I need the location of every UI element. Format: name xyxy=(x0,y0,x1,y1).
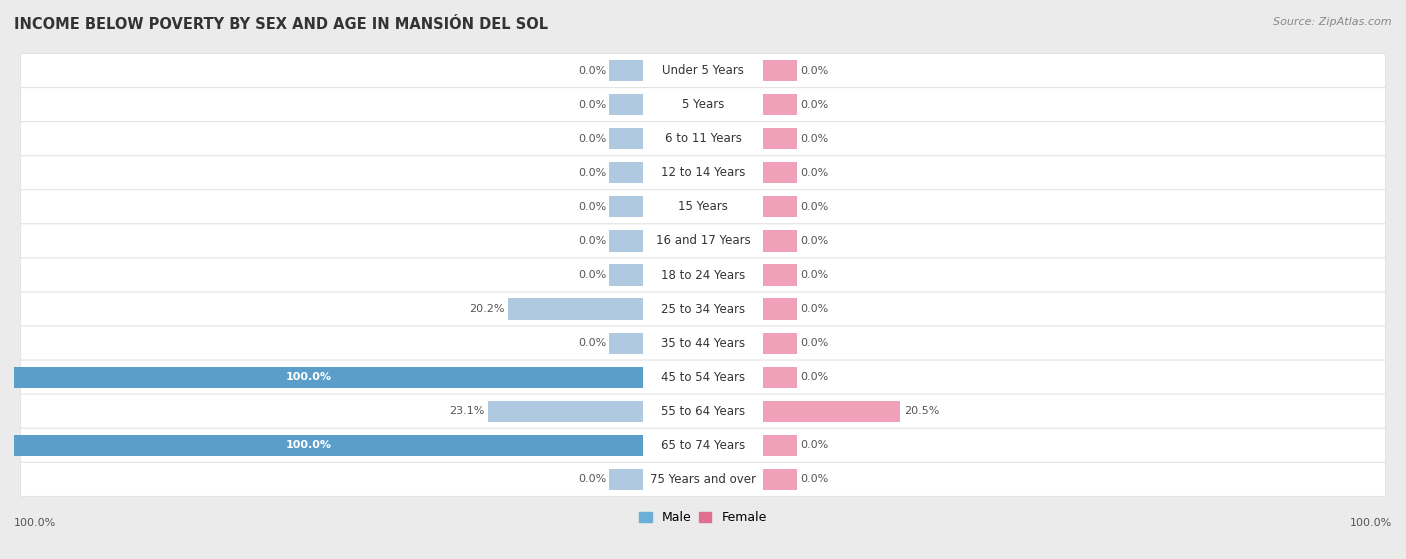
FancyBboxPatch shape xyxy=(21,156,1385,190)
Text: 0.0%: 0.0% xyxy=(800,338,828,348)
FancyBboxPatch shape xyxy=(21,258,1385,292)
Bar xyxy=(609,162,643,183)
FancyBboxPatch shape xyxy=(21,394,1385,428)
Bar xyxy=(609,230,643,252)
Text: 0.0%: 0.0% xyxy=(578,270,606,280)
FancyBboxPatch shape xyxy=(21,224,1385,258)
Text: INCOME BELOW POVERTY BY SEX AND AGE IN MANSIÓN DEL SOL: INCOME BELOW POVERTY BY SEX AND AGE IN M… xyxy=(14,17,548,32)
Text: Under 5 Years: Under 5 Years xyxy=(662,64,744,77)
Bar xyxy=(763,299,797,320)
Bar xyxy=(763,60,797,81)
Text: 0.0%: 0.0% xyxy=(800,372,828,382)
Bar xyxy=(763,230,797,252)
Text: 100.0%: 100.0% xyxy=(1350,518,1392,528)
FancyBboxPatch shape xyxy=(21,292,1385,326)
Legend: Male, Female: Male, Female xyxy=(640,511,766,524)
Text: 75 Years and over: 75 Years and over xyxy=(650,473,756,486)
Bar xyxy=(609,333,643,354)
Bar xyxy=(763,128,797,149)
Text: 0.0%: 0.0% xyxy=(578,338,606,348)
Bar xyxy=(609,264,643,286)
Text: 0.0%: 0.0% xyxy=(800,134,828,144)
Bar xyxy=(763,162,797,183)
Bar xyxy=(609,60,643,81)
Text: 55 to 64 Years: 55 to 64 Years xyxy=(661,405,745,418)
Bar xyxy=(0,435,643,456)
Text: 6 to 11 Years: 6 to 11 Years xyxy=(665,132,741,145)
Text: 0.0%: 0.0% xyxy=(800,100,828,110)
Text: 100.0%: 100.0% xyxy=(14,518,56,528)
FancyBboxPatch shape xyxy=(21,428,1385,462)
Bar xyxy=(488,401,643,421)
Text: 100.0%: 100.0% xyxy=(285,372,332,382)
Text: 20.2%: 20.2% xyxy=(468,304,505,314)
Text: 100.0%: 100.0% xyxy=(285,440,332,450)
Text: 65 to 74 Years: 65 to 74 Years xyxy=(661,439,745,452)
Text: 0.0%: 0.0% xyxy=(800,474,828,484)
Bar xyxy=(763,435,797,456)
Text: 35 to 44 Years: 35 to 44 Years xyxy=(661,337,745,349)
Bar xyxy=(763,94,797,115)
Text: 0.0%: 0.0% xyxy=(578,168,606,178)
Text: 0.0%: 0.0% xyxy=(578,236,606,246)
Text: 0.0%: 0.0% xyxy=(800,440,828,450)
Bar xyxy=(508,299,643,320)
FancyBboxPatch shape xyxy=(21,88,1385,122)
Text: Source: ZipAtlas.com: Source: ZipAtlas.com xyxy=(1274,17,1392,27)
Text: 20.5%: 20.5% xyxy=(904,406,939,416)
Text: 5 Years: 5 Years xyxy=(682,98,724,111)
Text: 0.0%: 0.0% xyxy=(578,202,606,212)
Text: 0.0%: 0.0% xyxy=(800,202,828,212)
FancyBboxPatch shape xyxy=(21,462,1385,496)
Text: 0.0%: 0.0% xyxy=(800,66,828,75)
Text: 0.0%: 0.0% xyxy=(800,236,828,246)
Text: 18 to 24 Years: 18 to 24 Years xyxy=(661,268,745,282)
Text: 0.0%: 0.0% xyxy=(578,100,606,110)
Bar xyxy=(763,196,797,217)
Bar xyxy=(763,333,797,354)
Text: 45 to 54 Years: 45 to 54 Years xyxy=(661,371,745,383)
Bar xyxy=(763,264,797,286)
Bar xyxy=(609,468,643,490)
Text: 0.0%: 0.0% xyxy=(578,134,606,144)
Text: 16 and 17 Years: 16 and 17 Years xyxy=(655,234,751,248)
Text: 0.0%: 0.0% xyxy=(800,270,828,280)
Bar xyxy=(763,468,797,490)
Text: 0.0%: 0.0% xyxy=(578,474,606,484)
FancyBboxPatch shape xyxy=(21,360,1385,394)
Text: 15 Years: 15 Years xyxy=(678,201,728,214)
Text: 0.0%: 0.0% xyxy=(578,66,606,75)
FancyBboxPatch shape xyxy=(21,122,1385,156)
Text: 0.0%: 0.0% xyxy=(800,168,828,178)
FancyBboxPatch shape xyxy=(21,326,1385,360)
FancyBboxPatch shape xyxy=(21,54,1385,88)
Bar xyxy=(763,401,900,421)
Text: 0.0%: 0.0% xyxy=(800,304,828,314)
Bar xyxy=(609,94,643,115)
Bar xyxy=(609,196,643,217)
Text: 12 to 14 Years: 12 to 14 Years xyxy=(661,167,745,179)
Bar xyxy=(609,128,643,149)
Text: 25 to 34 Years: 25 to 34 Years xyxy=(661,302,745,315)
FancyBboxPatch shape xyxy=(21,190,1385,224)
Bar xyxy=(0,367,643,388)
Text: 23.1%: 23.1% xyxy=(450,406,485,416)
Bar xyxy=(763,367,797,388)
